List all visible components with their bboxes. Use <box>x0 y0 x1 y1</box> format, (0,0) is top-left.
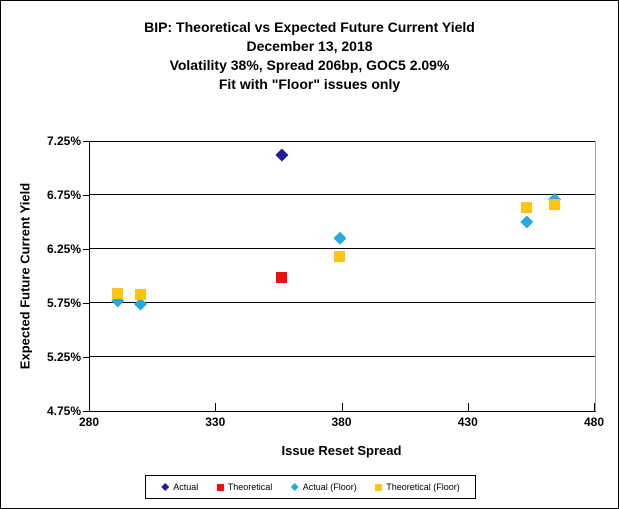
chart-title-line-4: Fit with "Floor" issues only <box>218 76 401 92</box>
x-tick-mark <box>215 403 217 411</box>
legend-marker-actual-floor-icon <box>290 483 299 491</box>
x-tick-label: 280 <box>78 415 100 429</box>
x-tick-mark <box>341 403 343 411</box>
legend-label-actual: Actual <box>173 482 199 492</box>
y-tick-label: 7.25% <box>46 134 81 148</box>
data-point-theoretical-floor <box>135 288 146 300</box>
legend-item-actual-floor: Actual (Floor) <box>290 482 357 492</box>
legend-item-actual: Actual <box>161 482 198 492</box>
legend-item-theoretical-floor: Theoretical (Floor) <box>375 482 460 492</box>
data-point-theoretical-floor <box>112 287 124 299</box>
gridline <box>90 248 595 249</box>
legend-marker-actual-icon <box>161 483 170 491</box>
chart-title-line-3: Volatility 38%, Spread 206bp, GOC5 2.09% <box>169 57 450 73</box>
y-tick-mark <box>83 357 89 358</box>
legend-label-theoretical: Theoretical <box>227 482 273 492</box>
legend: Actual Theoretical Actual (Floor) Theoretic… <box>145 475 476 499</box>
chart-title-line-1: BIP: Theoretical vs Expected Future Curr… <box>144 19 475 35</box>
y-tick-label: 6.25% <box>46 242 81 256</box>
y-tick-label: 5.75% <box>46 296 81 310</box>
gridline <box>90 194 595 195</box>
legend-item-theoretical: Theoretical <box>216 482 273 492</box>
gridline <box>90 141 595 142</box>
y-tick-mark <box>83 249 89 250</box>
gridline <box>90 356 595 357</box>
x-tick-label: 380 <box>331 415 352 429</box>
data-point-actual-floor <box>520 215 534 229</box>
x-tick-label: 480 <box>583 415 605 429</box>
legend-label-actual-floor: Actual (Floor) <box>302 482 357 492</box>
data-point-actual-floor <box>333 231 347 245</box>
gridline <box>90 302 595 303</box>
legend-marker-theoretical-floor-icon <box>375 483 383 491</box>
legend-label-theoretical-floor: Theoretical (Floor) <box>386 482 460 492</box>
y-tick-label: 5.25% <box>46 350 81 364</box>
x-tick-mark <box>89 403 90 411</box>
data-point-theoretical-floor <box>334 251 346 263</box>
y-tick-label: 6.75% <box>46 188 81 202</box>
chart-title-block: BIP: Theoretical vs Expected Future Curr… <box>1 18 618 94</box>
data-point-theoretical-floor <box>521 202 533 214</box>
y-tick-mark <box>83 195 89 196</box>
x-tick-label: 330 <box>205 415 226 429</box>
y-tick-mark <box>83 141 89 142</box>
data-point-theoretical-floor <box>549 199 561 211</box>
x-tick-label: 430 <box>457 415 478 429</box>
y-tick-mark <box>83 303 89 304</box>
y-axis-title: Expected Future Current Yield <box>17 182 33 370</box>
plot-area <box>89 141 596 412</box>
chart-title-line-2: December 13, 2018 <box>246 38 373 54</box>
data-point-actual <box>275 148 289 162</box>
x-tick-mark <box>594 403 595 411</box>
x-tick-mark <box>467 403 469 411</box>
data-point-actual-floor <box>134 297 147 311</box>
y-tick-label: 4.75% <box>46 404 81 418</box>
y-tick-mark <box>83 411 89 412</box>
data-point-theoretical <box>276 271 288 283</box>
x-axis-title: Issue Reset Spread <box>281 443 402 458</box>
legend-marker-theoretical-icon <box>216 483 224 491</box>
